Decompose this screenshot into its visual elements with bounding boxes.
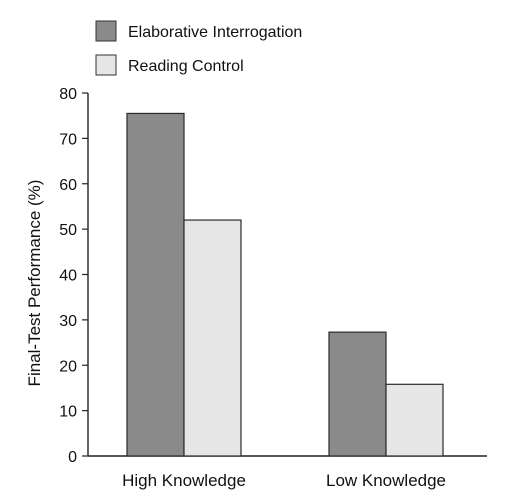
y-tick-label: 20	[59, 358, 77, 375]
legend-label-2: Reading Control	[128, 58, 244, 75]
bars: High Knowledge Low Knowledge	[122, 112, 446, 490]
bar-low-knowledge-control	[385, 383, 444, 457]
x-category-label: High Knowledge	[122, 471, 246, 490]
bar-high-knowledge-elaborative	[126, 112, 185, 457]
legend-swatch-1	[95, 20, 117, 42]
bar-low-knowledge-elaborative	[328, 331, 387, 457]
y-tick-label: 70	[59, 131, 77, 148]
bar-high-knowledge-control	[183, 219, 242, 457]
legend-label-1: Elaborative Interrogation	[128, 24, 302, 41]
y-tick-label: 10	[59, 404, 77, 421]
y-tick-label: 60	[59, 177, 77, 194]
legend: Elaborative Interrogation Reading Control	[95, 20, 302, 76]
y-tick-label: 40	[59, 268, 77, 285]
x-category-label: Low Knowledge	[326, 471, 446, 490]
y-tick-label: 80	[59, 86, 77, 103]
y-tick-label: 50	[59, 222, 77, 239]
y-tick-label: 30	[59, 313, 77, 330]
axes: 0 10 20 30 40 50 60 70 80	[59, 86, 487, 466]
legend-swatch-2	[95, 54, 117, 76]
y-tick-label: 0	[68, 449, 77, 466]
y-axis-title: Final-Test Performance (%)	[25, 180, 44, 387]
